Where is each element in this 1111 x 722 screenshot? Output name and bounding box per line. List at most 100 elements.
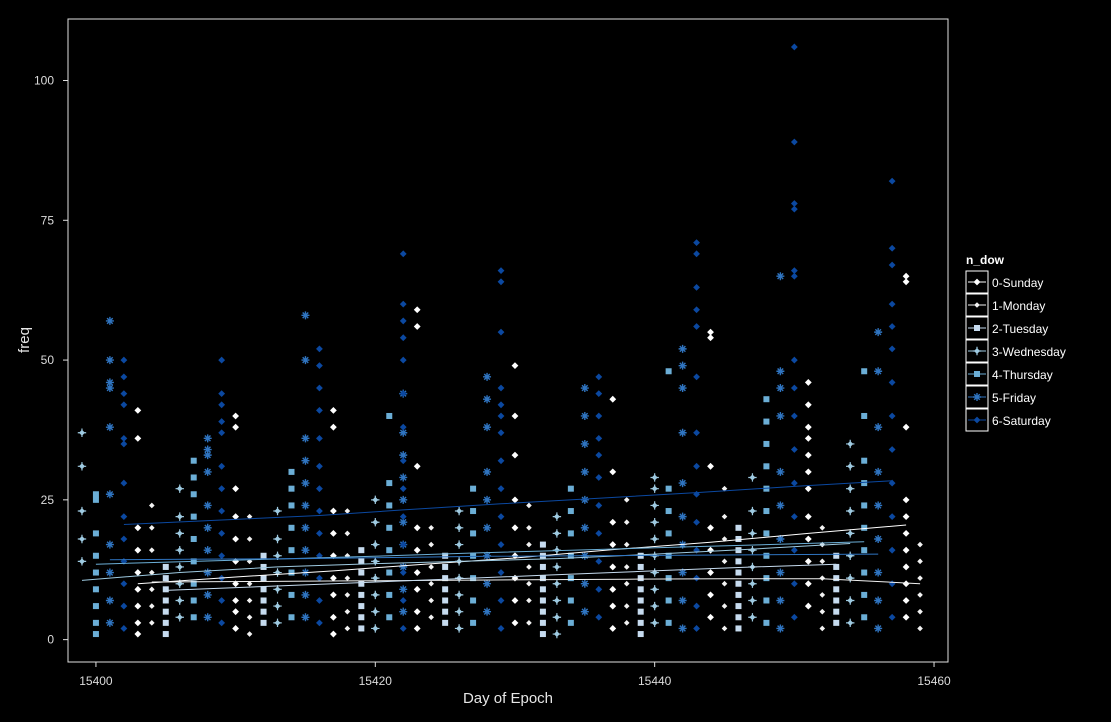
data-point: [301, 523, 310, 532]
data-point: [833, 597, 840, 604]
data-point: [735, 580, 742, 587]
series-1-monday: [149, 485, 923, 637]
data-point: [134, 602, 142, 610]
data-point: [567, 530, 574, 537]
data-point: [526, 502, 532, 509]
data-point: [413, 569, 421, 576]
data-point: [105, 490, 114, 499]
data-point: [358, 591, 365, 598]
data-point: [846, 439, 855, 449]
data-point: [693, 323, 700, 330]
data-point: [763, 597, 770, 604]
data-point: [595, 474, 603, 481]
data-point: [218, 418, 226, 425]
data-point: [120, 602, 128, 610]
data-point: [833, 586, 840, 593]
x-tick-label: 15460: [917, 674, 951, 688]
data-point: [288, 524, 295, 531]
data-point: [721, 513, 728, 520]
data-point: [623, 541, 630, 548]
data-point: [511, 597, 519, 604]
data-point: [134, 434, 142, 442]
data-point: [595, 434, 603, 442]
data-point: [526, 541, 532, 548]
data-point: [693, 625, 700, 632]
data-point: [833, 563, 840, 570]
data-point: [134, 406, 142, 414]
data-point: [526, 597, 532, 604]
data-point: [819, 525, 826, 531]
data-point: [497, 278, 505, 286]
data-point: [678, 361, 687, 370]
data-point: [203, 613, 212, 622]
data-point: [609, 563, 617, 571]
data-point: [442, 586, 449, 593]
data-point: [721, 558, 728, 565]
data-point: [819, 558, 826, 565]
x-tick-label: 15420: [359, 674, 393, 688]
data-point: [301, 501, 310, 510]
data-point: [497, 625, 505, 632]
data-point: [399, 457, 407, 465]
data-point: [120, 580, 128, 588]
data-point: [483, 579, 492, 588]
data-point: [595, 502, 603, 509]
data-point: [497, 569, 505, 576]
data-point: [650, 618, 659, 628]
data-point: [497, 457, 505, 465]
legend-label: 1-Monday: [992, 299, 1045, 313]
data-point: [120, 625, 128, 632]
data-point: [763, 575, 770, 582]
data-point: [218, 401, 226, 409]
data-point: [470, 597, 477, 604]
data-point: [888, 345, 896, 353]
data-point: [190, 597, 197, 604]
data-point: [399, 250, 407, 258]
data-point: [874, 328, 883, 337]
data-point: [175, 562, 184, 572]
data-point: [888, 244, 896, 252]
data-point: [804, 434, 812, 442]
data-point: [232, 513, 240, 521]
data-point: [190, 513, 197, 520]
data-point: [483, 423, 492, 432]
trend-line-4-thursday: [95, 541, 865, 565]
data-point: [120, 401, 128, 409]
data-point: [678, 344, 687, 353]
data-point: [77, 428, 87, 437]
data-point: [526, 580, 532, 587]
legend-label: 5-Friday: [992, 391, 1036, 405]
data-point: [804, 557, 812, 565]
data-point: [888, 323, 896, 330]
data-point: [735, 558, 742, 565]
data-point: [386, 412, 393, 419]
data-point: [301, 590, 310, 599]
data-point: [763, 552, 770, 559]
data-point: [735, 569, 742, 576]
data-point: [316, 507, 323, 515]
data-point: [776, 272, 785, 281]
data-point: [539, 563, 546, 570]
data-point: [413, 585, 421, 593]
data-point: [92, 586, 99, 593]
data-point: [707, 524, 714, 532]
data-point: [470, 619, 477, 626]
data-point: [77, 506, 87, 516]
legend-item: 0-Sunday: [965, 270, 1043, 294]
data-point: [776, 568, 785, 577]
data-point: [134, 524, 142, 532]
data-point: [539, 631, 546, 638]
data-point: [861, 547, 868, 554]
data-point: [105, 378, 114, 387]
data-point: [539, 575, 546, 582]
data-point: [790, 267, 798, 275]
data-point: [413, 306, 421, 314]
data-point: [218, 390, 226, 398]
data-point: [149, 547, 155, 553]
data-point: [358, 614, 365, 621]
data-point: [888, 446, 896, 453]
data-point: [386, 591, 393, 598]
data-point: [637, 608, 644, 615]
data-point: [888, 300, 896, 308]
data-point: [819, 608, 826, 615]
